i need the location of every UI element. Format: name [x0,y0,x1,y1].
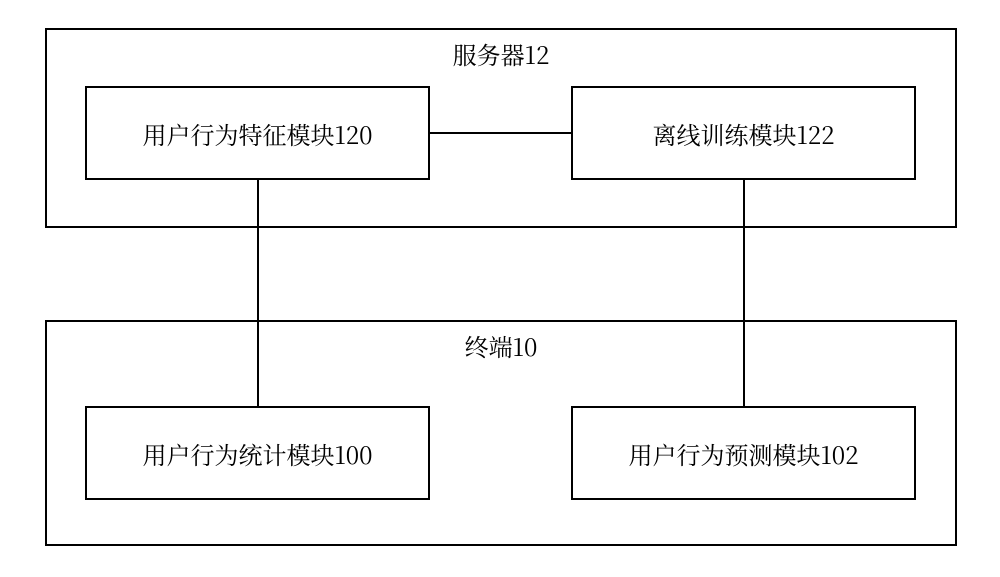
connector-feature-training [430,132,571,134]
connector-feature-stats [257,180,259,406]
user-behavior-predict-module: 用户行为预测模块102 [571,406,916,500]
diagram-canvas: 服务器12 用户行为特征模块120 离线训练模块122 终端10 用户行为统计模… [0,0,1000,577]
training-module-label: 离线训练模块122 [652,116,834,151]
feature-module-label: 用户行为特征模块120 [142,116,372,151]
user-behavior-stats-module: 用户行为统计模块100 [85,406,430,500]
stats-module-label: 用户行为统计模块100 [142,436,372,471]
connector-training-predict [743,180,745,406]
server-title: 服务器12 [453,36,550,71]
predict-module-label: 用户行为预测模块102 [628,436,858,471]
offline-training-module: 离线训练模块122 [571,86,916,180]
terminal-title: 终端10 [465,328,538,363]
user-behavior-feature-module: 用户行为特征模块120 [85,86,430,180]
